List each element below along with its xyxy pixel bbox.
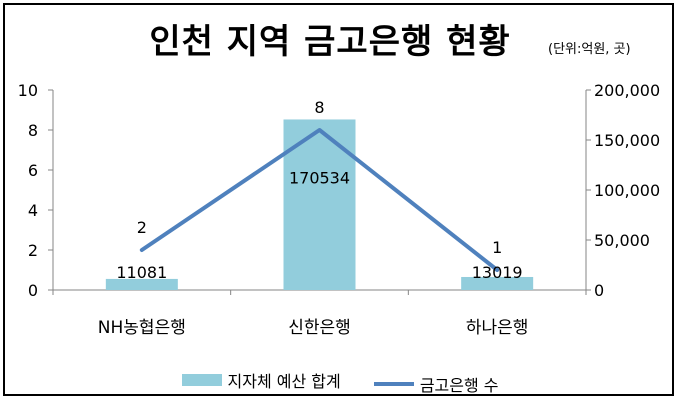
y-left-tick-label: 4 [28,201,38,220]
line-data-label: 2 [137,218,147,237]
y-left-tick-label: 10 [18,81,38,100]
line-data-label: 1 [492,238,502,257]
chart-unit-label: (단위:억원, 곳) [548,42,631,57]
y-right-tick-label: 50,000 [594,231,650,250]
x-category-label: 하나은행 [466,318,529,338]
y-right-tick-label: 200,000 [594,81,660,100]
line-data-label: 8 [314,98,324,117]
bar [105,278,178,290]
y-right-tick-label: 0 [594,281,604,300]
x-category-label: NH농협은행 [98,318,186,338]
y-left-tick-label: 6 [28,161,38,180]
series-line-bank-count [139,128,500,272]
chart-title: 인천 지역 금고은행 현황 [149,22,511,62]
bar-data-label: 11081 [116,263,167,282]
y-left-tick-label: 8 [28,121,38,140]
legend: 지자체 예산 합계 금고은행 수 [0,368,680,396]
legend-item-budget: 지자체 예산 합계 [181,368,341,392]
y-left-tick-label: 0 [28,281,38,300]
legend-swatch-bank-count [373,382,414,386]
legend-swatch-budget [181,374,222,386]
legend-item-bank-count: 금고은행 수 [373,372,499,396]
bar [461,276,534,290]
y-right-tick-label: 150,000 [594,131,660,150]
y-left-tick-label: 2 [28,241,38,260]
legend-label-budget: 지자체 예산 합계 [227,372,341,391]
bar-data-label: 170534 [289,168,350,187]
x-category-label: 신한은행 [288,318,351,338]
y-right-tick-label: 100,000 [594,181,660,200]
bar-data-label: 13019 [472,263,523,282]
legend-label-bank-count: 금고은행 수 [419,376,499,395]
